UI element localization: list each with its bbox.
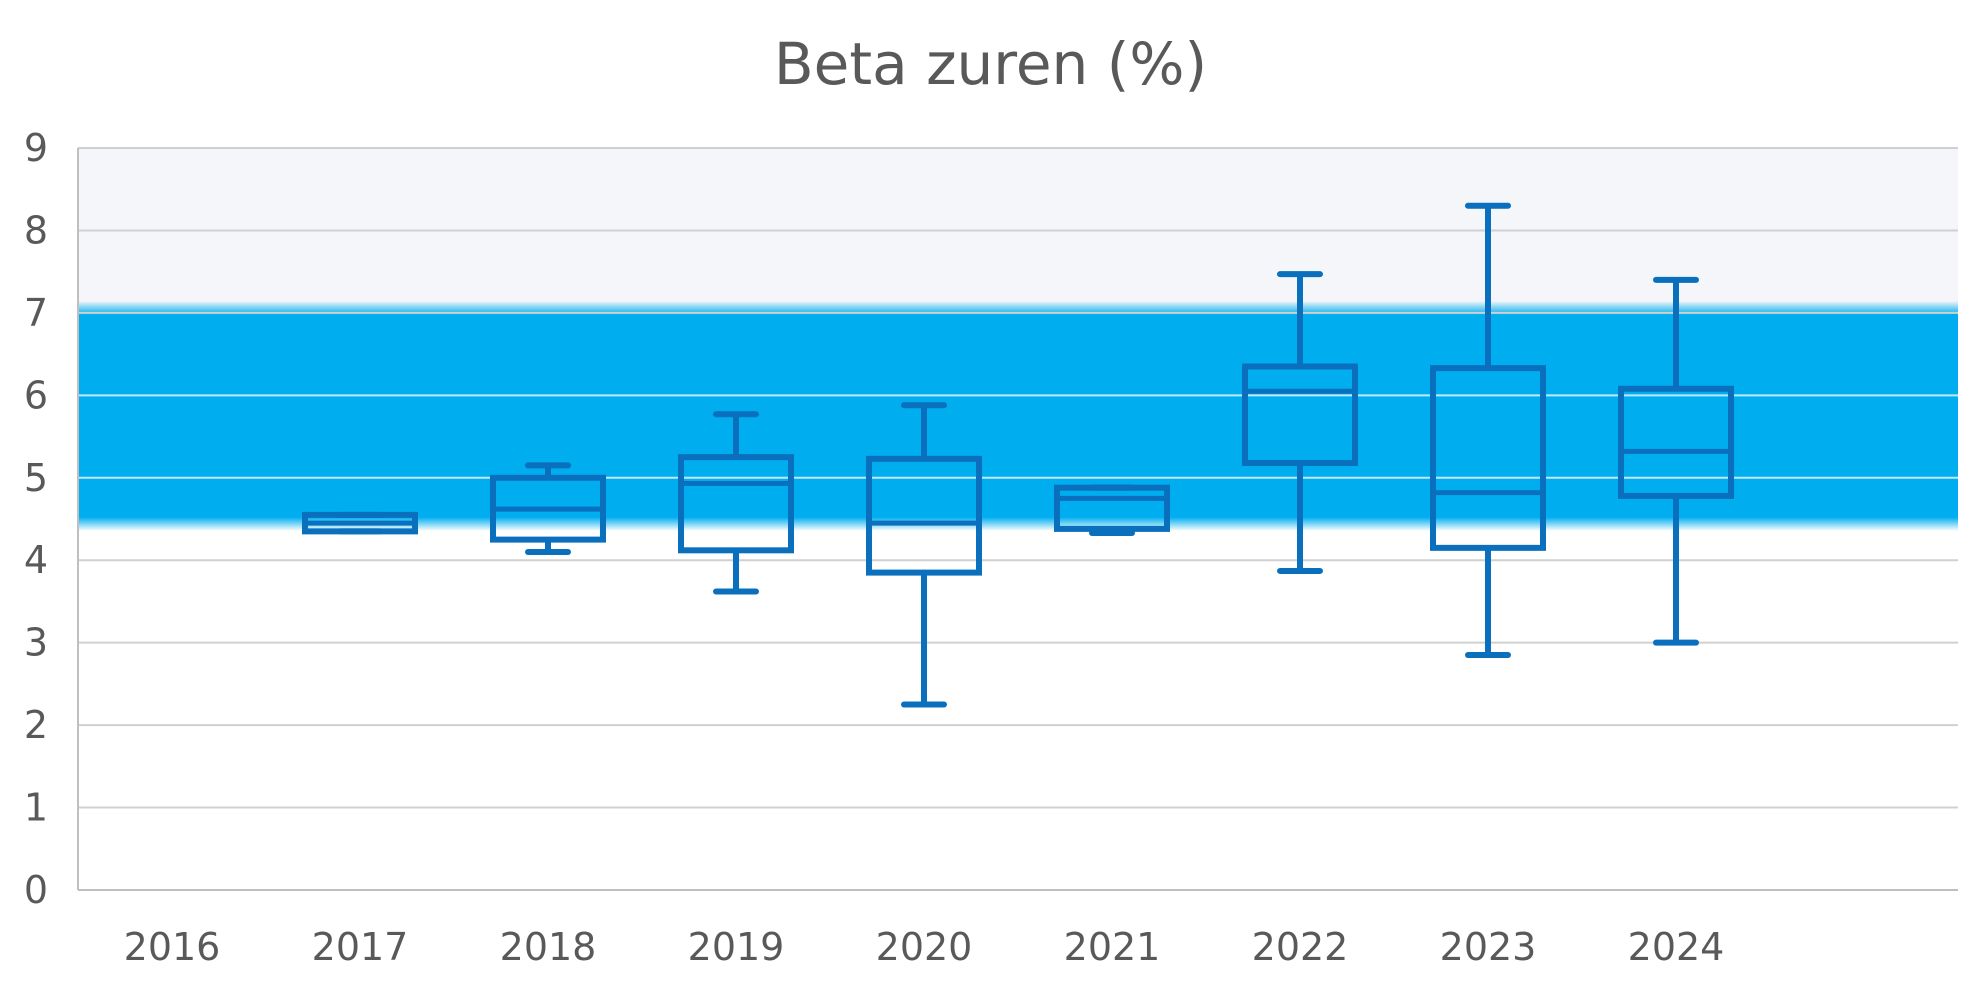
box-2020 <box>866 455 982 576</box>
x-tick-label-2021: 2021 <box>1064 925 1161 969</box>
y-tick-label-4: 4 <box>24 538 48 582</box>
x-tick-label-2016: 2016 <box>124 925 221 969</box>
y-tick-label-0: 0 <box>24 868 48 912</box>
x-tick-label-2019: 2019 <box>688 925 785 969</box>
x-tick-label-2024: 2024 <box>1628 925 1725 969</box>
x-tick-label-2023: 2023 <box>1440 925 1537 969</box>
box-2022 <box>1242 363 1358 466</box>
x-tick-label-2017: 2017 <box>312 925 409 969</box>
x-tick-label-2020: 2020 <box>876 925 973 969</box>
x-tick-label-2022: 2022 <box>1252 925 1349 969</box>
x-tick-label-2018: 2018 <box>500 925 597 969</box>
box-2019 <box>678 454 794 554</box>
y-tick-label-3: 3 <box>24 621 48 665</box>
box-2024 <box>1618 385 1734 499</box>
y-tick-label-8: 8 <box>24 208 48 252</box>
y-tick-label-5: 5 <box>24 456 48 500</box>
y-tick-label-1: 1 <box>24 786 48 830</box>
y-tick-label-7: 7 <box>24 291 48 335</box>
target-band <box>78 300 1958 531</box>
y-tick-label-6: 6 <box>24 373 48 417</box>
y-tick-label-9: 9 <box>24 126 48 170</box>
chart-title: Beta zuren (%) <box>773 30 1208 98</box>
y-tick-label-2: 2 <box>24 703 48 747</box>
box-2023 <box>1430 365 1546 551</box>
box-2021 <box>1054 484 1170 532</box>
